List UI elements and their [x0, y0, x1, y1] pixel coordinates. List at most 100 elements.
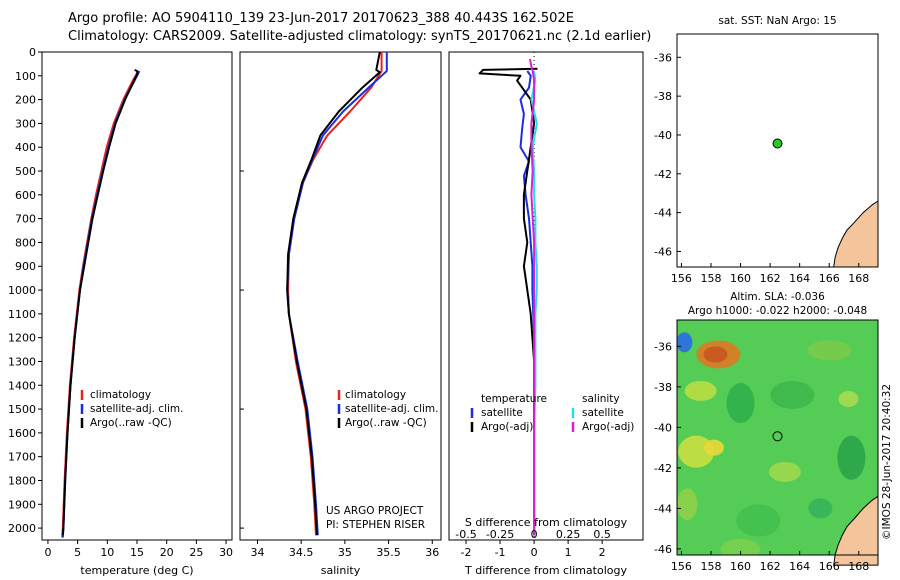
- depth-ytick-label: 1100: [8, 308, 36, 321]
- salinity-legend-label: Argo(..raw -QC): [345, 417, 427, 429]
- sst-map-xtick-label: 158: [700, 272, 721, 285]
- salinity-diff-tick-label: 0.25: [556, 528, 581, 541]
- temperature-xtick-label: 15: [130, 546, 144, 559]
- sst-map-xtick-label: 160: [730, 272, 751, 285]
- salinity-xlabel: salinity: [321, 564, 361, 577]
- sla-map-anomaly-patch: [736, 504, 781, 537]
- sla-map-xtick-label: 158: [700, 560, 721, 573]
- sst-map-ytick-label: -46: [654, 245, 672, 258]
- salinity-xtick-label: 34: [250, 546, 264, 559]
- sla-map-anomaly-patch: [808, 498, 833, 519]
- salinity-series-Argo(..raw -QC): [286, 51, 381, 536]
- difference-xtick-label: -1: [495, 546, 506, 559]
- sla-map-anomaly-patch: [807, 340, 852, 361]
- sla-map-xtick-label: 168: [848, 560, 869, 573]
- sla-map-xtick-label: 162: [760, 560, 781, 573]
- difference-series-S Argo(-adj): [529, 58, 536, 536]
- sla-map-anomaly-patch: [703, 346, 728, 363]
- sla-map-anomaly-patch: [677, 332, 693, 353]
- depth-ytick-label: 200: [15, 94, 36, 107]
- sst-map-xtick-label: 164: [789, 272, 810, 285]
- diff-legend-label: satellite: [481, 407, 523, 419]
- depth-ytick-label: 300: [15, 117, 36, 130]
- pi-label: PI: STEPHEN RISER: [326, 519, 425, 531]
- title-line-1: Argo profile: AO 5904110_139 23-Jun-2017…: [68, 11, 574, 26]
- temperature-panel: 0 5 10 15 20 25 300100200300400500600700800900…: [8, 46, 233, 577]
- depth-ytick-label: 900: [15, 260, 36, 273]
- sla-map-anomaly-patch: [838, 391, 859, 408]
- difference-xtick-label: 1: [565, 546, 572, 559]
- sla-map-anomaly-patch: [768, 461, 801, 482]
- sla-map-xtick-label: 164: [789, 560, 810, 573]
- sst-map-panel: 156 158 160 162 164 166 168 -36 -38 -40 -42 -44 -46 s…: [654, 15, 879, 285]
- depth-ytick-label: 1500: [8, 403, 36, 416]
- sla-map-xtick-label: 166: [819, 560, 840, 573]
- depth-ytick-label: 1700: [8, 451, 36, 464]
- temperature-series-Argo(..raw -QC): [61, 68, 139, 536]
- temperature-xtick-label: 10: [100, 546, 114, 559]
- sst-map-xtick-label: 156: [671, 272, 692, 285]
- sla-map-ytick-label: -38: [654, 381, 672, 394]
- sla-map-land: [833, 495, 879, 566]
- temperature-xtick-label: 20: [160, 546, 174, 559]
- diff-legend-temperature-title: temperature: [481, 393, 547, 405]
- salinity-xtick-label: 36: [425, 546, 439, 559]
- depth-ytick-label: 1000: [8, 284, 36, 297]
- depth-ytick-label: 1200: [8, 332, 36, 345]
- sst-map-ytick-label: -36: [654, 51, 672, 64]
- diff-legend-label: satellite: [582, 407, 624, 419]
- sst-map-title: sat. SST: NaN Argo: 15: [718, 15, 836, 27]
- depth-ytick-label: 1800: [8, 474, 36, 487]
- salinity-diff-tick-label: 0.5: [593, 528, 611, 541]
- salinity-legend-label: satellite-adj. clim.: [345, 403, 438, 415]
- sst-map-float-marker: [772, 138, 783, 149]
- sst-map-xtick-label: 162: [760, 272, 781, 285]
- sst-map-ytick-label: -38: [654, 90, 672, 103]
- sla-map-subtitle: Argo h1000: -0.022 h2000: -0.048: [688, 305, 867, 317]
- sst-map-ytick-label: -42: [654, 168, 672, 181]
- depth-ytick-label: 0: [29, 46, 36, 59]
- sla-map-anomaly-patch: [678, 435, 715, 468]
- salinity-legend-label: climatology: [345, 389, 406, 401]
- depth-ytick-label: 400: [15, 141, 36, 154]
- sla-map-frame: [676, 319, 879, 556]
- salinity-panel: 34 34.5 35 35.5 36 salinity climatology satelli…: [239, 51, 442, 577]
- diff-legend-label: Argo(-adj): [582, 421, 634, 433]
- difference-panel: -2 -1 0 1 2 -0.5 -0.25 0 0.25 0.5S difference fro…: [448, 51, 644, 577]
- salinity-xtick-label: 35.5: [376, 546, 401, 559]
- sla-map-anomaly-patch: [720, 538, 761, 555]
- temperature-legend-label: satellite-adj. clim.: [90, 403, 183, 415]
- sst-map-xtick-label: 166: [819, 272, 840, 285]
- diff-legend-salinity-title: salinity: [582, 393, 620, 405]
- temperature-frame: [41, 51, 233, 541]
- sla-map-panel: 156 158 160 162 164 166 168 -36 -38 -40 -42 -44 -46 A…: [654, 291, 893, 573]
- depth-ytick-label: 1300: [8, 355, 36, 368]
- sla-map-ytick-label: -46: [654, 543, 672, 556]
- temperature-xlabel: temperature (deg C): [80, 564, 193, 577]
- salinity-diff-tick-label: -0.25: [486, 528, 514, 541]
- sla-map-anomaly-patch: [703, 439, 724, 456]
- temperature-xtick-label: 5: [74, 546, 81, 559]
- depth-ytick-label: 2000: [8, 522, 36, 535]
- temperature-xtick-label: 30: [219, 546, 233, 559]
- sla-map-ytick-label: -36: [654, 340, 672, 353]
- depth-ytick-label: 1900: [8, 498, 36, 511]
- sst-map-xtick-label: 168: [848, 272, 869, 285]
- salinity-series-climatology: [287, 52, 383, 536]
- depth-ytick-label: 100: [15, 70, 36, 83]
- depth-ytick-label: 600: [15, 189, 36, 202]
- salinity-frame: [239, 51, 442, 541]
- temperature-series-satellite-adj. clim.: [61, 70, 141, 538]
- difference-series-T Argo(-adj): [478, 67, 538, 536]
- sla-map-float-marker: [772, 431, 783, 442]
- sla-map-xtick-label: 160: [730, 560, 751, 573]
- difference-xtick-label: -2: [461, 546, 472, 559]
- sst-map-frame: [676, 33, 879, 268]
- sla-map-ytick-label: -40: [654, 421, 672, 434]
- temperature-legend-label: climatology: [90, 389, 151, 401]
- difference-xtick-label: 2: [599, 546, 606, 559]
- depth-ytick-label: 1400: [8, 379, 36, 392]
- depth-ytick-label: 700: [15, 213, 36, 226]
- sla-map-anomaly-patch: [684, 380, 717, 401]
